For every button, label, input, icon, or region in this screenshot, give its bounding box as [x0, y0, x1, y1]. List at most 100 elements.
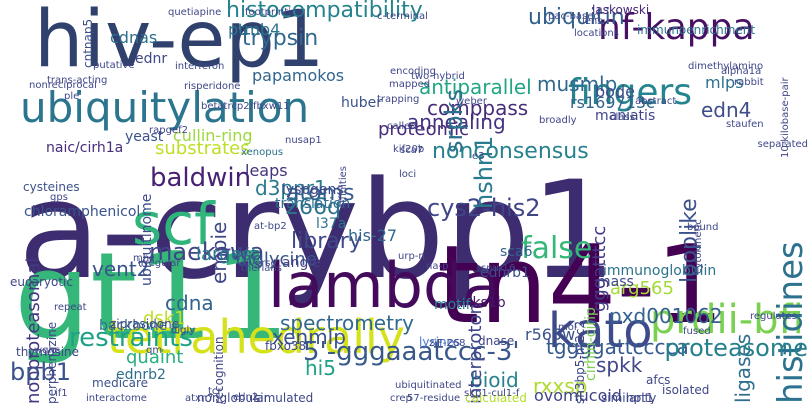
cloud-word: fused — [683, 326, 711, 337]
cloud-word: gt11 — [14, 228, 290, 367]
cloud-word: repeat — [54, 302, 87, 313]
cloud-word: largest — [196, 244, 259, 265]
cloud-word: rs169713c — [570, 93, 655, 112]
cloud-word: mhc — [133, 253, 155, 264]
cloud-word: spectrometry — [280, 311, 414, 335]
cloud-word: ple — [64, 91, 80, 102]
cloud-word: hi5 — [305, 356, 336, 380]
cloud-word: cytokinetic — [693, 218, 704, 274]
cloud-word: r565w — [525, 325, 576, 344]
cloud-word: na-p — [426, 261, 449, 272]
cloud-word: lens — [582, 16, 603, 27]
cloud-word: diverse — [240, 258, 277, 269]
cloud-word: trans-acting — [47, 75, 108, 86]
cloud-word: betatrcp2/fbxw11 — [201, 101, 290, 112]
cloud-word: nf-kappa — [598, 7, 755, 48]
cloud-word: nonglobular — [197, 391, 269, 404]
cloud-word: isolated — [662, 383, 710, 397]
cloud-word: staufen — [726, 119, 764, 130]
cloud-word: edn4 — [701, 98, 752, 122]
cloud-word: proteasome — [664, 334, 808, 362]
cloud-word: ubiquitylation — [20, 83, 310, 132]
cloud-word: cysteines — [23, 180, 80, 194]
cloud-word: sh3bp5-nr2c2 — [573, 320, 587, 404]
cloud-word: motif — [434, 297, 471, 313]
cloud-word: substrates — [155, 138, 250, 159]
cloud-word: antiparallel — [419, 75, 532, 99]
cloud-word: nonreciprocal — [29, 80, 97, 91]
cloud-word: naic/cirh1a — [46, 140, 124, 156]
cloud-word: comppass — [427, 96, 529, 120]
cloud-word: immunoglobulin — [603, 263, 717, 279]
cloud-word: sca7 — [400, 145, 424, 156]
cloud-word: rxxsp — [533, 374, 588, 398]
cloud-word: histocompatibility — [226, 0, 423, 23]
cloud-word: trypsin — [242, 26, 319, 51]
cloud-word: therians — [241, 263, 282, 274]
cloud-word: l37a — [316, 216, 347, 232]
cloud-word: ubiquitinome — [139, 193, 155, 286]
cloud-word: putative — [93, 60, 135, 71]
cloud-word: angle — [282, 255, 321, 271]
cloud-word: e3 — [472, 151, 485, 162]
cloud-word: footprinting — [245, 7, 304, 18]
cloud-word: restraints — [69, 323, 193, 353]
cloud-word: tggggattcccca — [546, 335, 689, 359]
cloud-word: dsk1 — [143, 308, 186, 329]
cloud-word: prdii-bfi — [650, 297, 804, 343]
cloud-word: hiv-ep1 — [34, 0, 325, 85]
cloud-word: if1 — [55, 388, 68, 399]
cloud-word: nusap1 — [285, 135, 322, 146]
cloud-word: arg565 — [610, 278, 674, 299]
cloud-word: thymosine — [16, 345, 80, 359]
cloud-word: ziprasidone — [110, 317, 180, 331]
cloud-word: laskowski — [592, 3, 650, 17]
cloud-word: rapgef2 — [149, 125, 188, 136]
cloud-word: broadly — [539, 115, 577, 126]
cloud-word: cullin-ring — [173, 126, 253, 145]
cloud-word: mapped — [389, 79, 431, 90]
cloud-word: anks1b — [455, 295, 506, 311]
cloud-word: maekawa — [149, 238, 265, 266]
cloud-word: ednr — [135, 51, 168, 67]
cloud-word: 57-residue — [407, 393, 461, 404]
cloud-word: 5'-gggaaatccc-3' — [303, 337, 520, 367]
cloud-word: maniatis — [595, 108, 656, 124]
cloud-word: lambda — [268, 249, 501, 322]
cloud-word: tn4-1 — [437, 223, 725, 348]
cloud-word: crep — [390, 393, 412, 404]
cloud-word: pxd001062 — [609, 304, 723, 328]
cloud-word: edn2 — [233, 392, 259, 403]
cloud-word: 266q — [285, 195, 341, 220]
cloud-word: ovomucoid — [534, 386, 622, 404]
cloud-word: leaps — [245, 161, 288, 180]
cloud-word: snu-16 — [481, 263, 516, 274]
cloud-word: ziF-268 — [429, 338, 466, 349]
cloud-word: xenopus — [241, 147, 284, 158]
cloud-word: scf — [132, 190, 215, 258]
cloud-word: irregular — [138, 258, 181, 269]
cloud-word: atoms — [286, 181, 355, 206]
cloud-word: nonconsensus — [432, 139, 589, 164]
cloud-word: qm — [146, 345, 163, 356]
cloud-word: loci — [399, 169, 417, 180]
cloud-word: called — [387, 121, 417, 132]
cloud-word: similarity — [601, 391, 657, 404]
cloud-word: gps — [50, 192, 68, 203]
cloud-word: baldwin — [150, 163, 252, 193]
cloud-word: abstract — [635, 96, 677, 107]
cloud-word: hshn1 — [470, 135, 498, 210]
cloud-word: backbone — [99, 318, 168, 334]
cloud-word: cdnas — [110, 28, 158, 47]
cloud-word: two-hybrid — [411, 71, 465, 82]
cloud-word: cys2-his2 — [427, 194, 541, 222]
cloud-word: proteomic — [378, 119, 470, 140]
cloud-word: vent2 — [92, 257, 150, 281]
cloud-word: atxn7 — [185, 393, 214, 404]
cloud-word: mlps — [705, 73, 744, 92]
cloud-word: afcs — [646, 373, 671, 387]
cloud-word: interactome — [86, 393, 147, 404]
cloud-word: histidines — [771, 241, 808, 404]
cloud-word: rabbit — [734, 77, 764, 88]
cloud-word: chloramphenicol — [24, 204, 141, 220]
